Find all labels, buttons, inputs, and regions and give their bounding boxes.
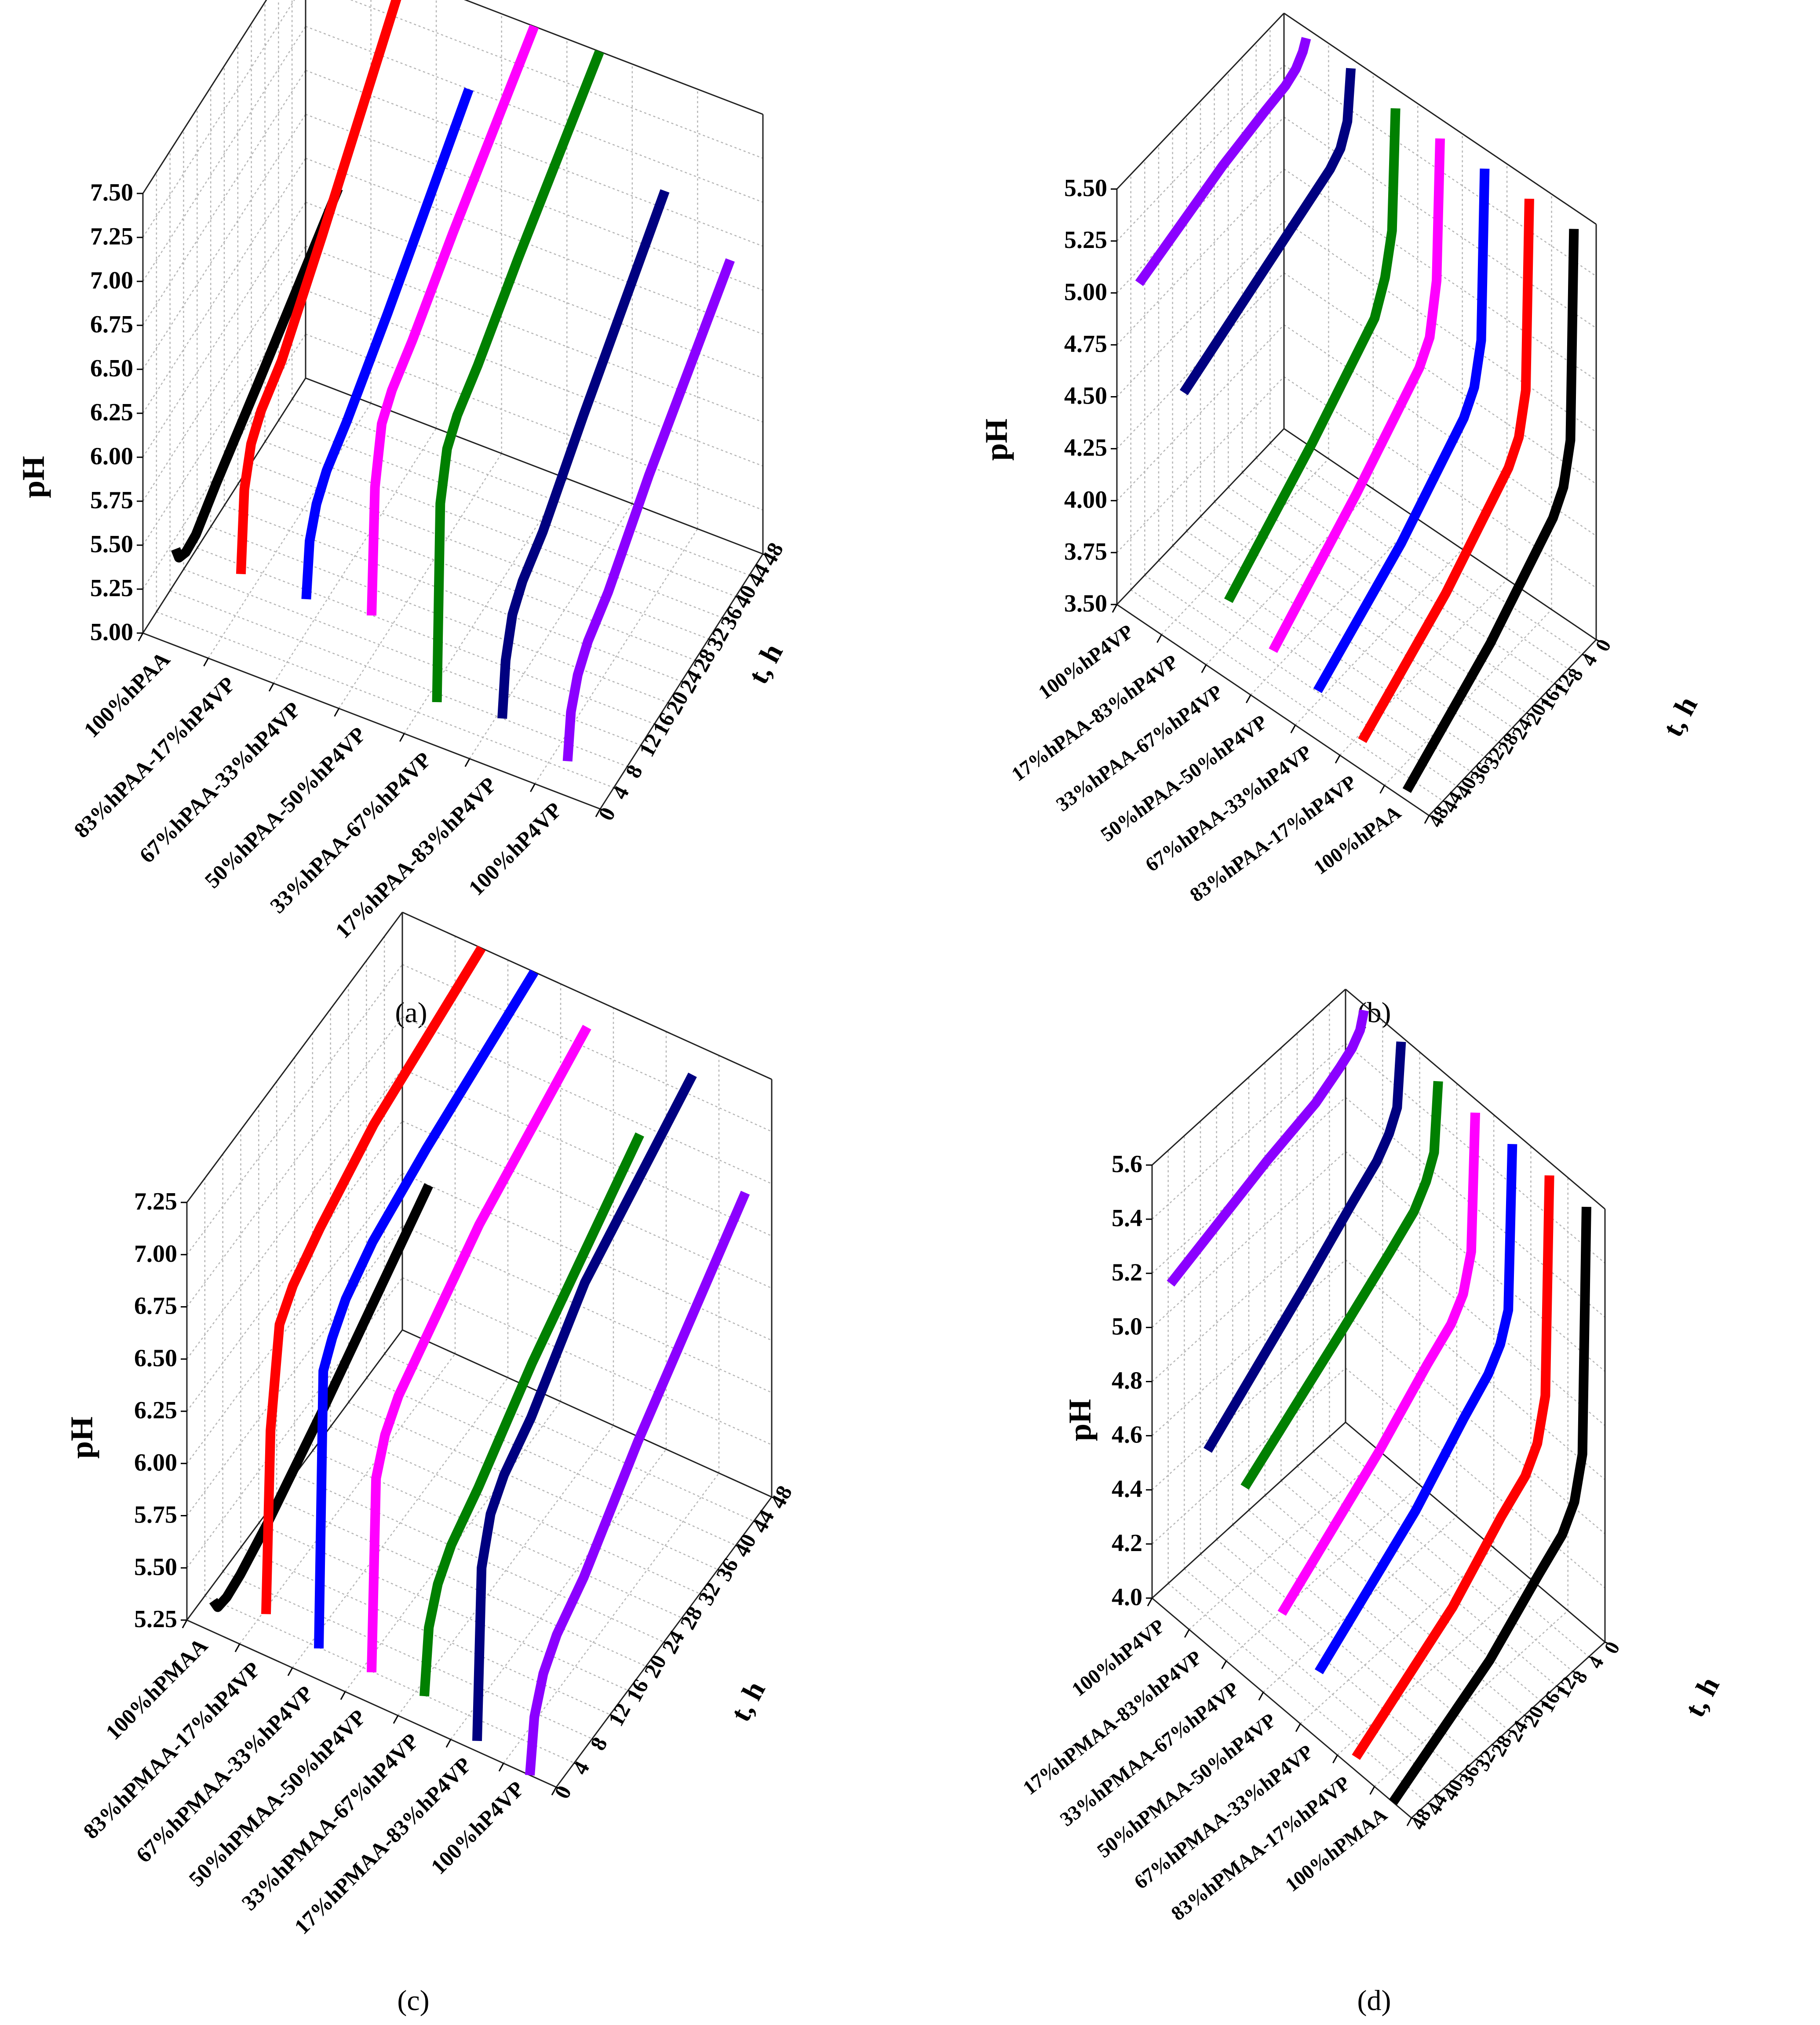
y-tick-label: 5.75 [134, 1501, 177, 1529]
box-outline [186, 911, 773, 1788]
series-line [1269, 138, 1445, 653]
series-line [1358, 198, 1534, 743]
series-line [562, 258, 735, 762]
series-line [432, 50, 604, 703]
y-tick-label: 5.6 [1112, 1151, 1142, 1178]
series-line [472, 1072, 697, 1741]
y-tick-label: 7.00 [90, 267, 133, 294]
series-line [1313, 168, 1490, 693]
y-tick-label: 7.25 [134, 1188, 177, 1215]
series-line [1167, 1009, 1369, 1287]
series-line [1277, 1112, 1480, 1616]
series-line [301, 87, 474, 600]
caption-d: (d) [1357, 1985, 1391, 2017]
y-tick-label: 5.75 [90, 487, 133, 514]
series-lines [209, 945, 750, 1776]
y-tick-label: 3.75 [1064, 538, 1107, 565]
y-axis-title: pH [64, 1417, 99, 1459]
y-tick-label: 4.2 [1112, 1530, 1142, 1557]
series-line [1203, 1041, 1406, 1453]
series-line [1314, 1144, 1517, 1675]
y-tick-label: 6.50 [134, 1344, 177, 1372]
y-tick-labels: 5.00 5.25 5.50 5.75 6.00 6.25 6.50 6.75 7.00 7.25… [90, 179, 143, 646]
y-tick-labels: 3.50 3.75 4.00 4.25 4.50 4.75 5.00 5.25 5.50 [1064, 175, 1117, 617]
series-lines [1135, 37, 1579, 793]
series-line [1224, 108, 1401, 603]
series-line [1352, 1175, 1554, 1760]
series-line [236, 0, 401, 575]
y-axis-title: pH [16, 456, 51, 498]
y-tick-labels: 4.0 4.2 4.4 4.6 4.8 5.0 5.2 5.4 5.6 [1112, 1151, 1152, 1611]
series-lines [171, 0, 735, 762]
y-tick-label: 5.4 [1112, 1205, 1142, 1232]
caption-a: (a) [395, 997, 427, 1029]
y-tick-label: 6.00 [90, 443, 133, 470]
series-line [1389, 1206, 1591, 1805]
series-lines [1167, 1009, 1591, 1805]
y-tick-label: 5.00 [90, 619, 133, 646]
series-line [1240, 1081, 1443, 1490]
series-line [419, 1132, 644, 1697]
y-tick-label: 4.4 [1112, 1475, 1142, 1503]
y-tick-label: 3.50 [1064, 590, 1107, 617]
y-tick-label: 4.00 [1064, 486, 1107, 514]
y-tick-label: 5.50 [90, 531, 133, 558]
y-tick-label: 4.50 [1064, 382, 1107, 410]
y-tick-label: 7.50 [90, 179, 133, 206]
y-tick-label: 6.75 [134, 1293, 177, 1320]
series-line [497, 189, 670, 719]
y-tick-label: 5.00 [1064, 278, 1107, 306]
y-tick-label: 5.0 [1112, 1313, 1142, 1340]
y-tick-label: 7.00 [134, 1240, 177, 1267]
y-axis-title: pH [1062, 1399, 1098, 1441]
y-tick-label: 4.6 [1112, 1421, 1142, 1449]
y-tick-label: 4.0 [1112, 1584, 1142, 1611]
y-tick-labels: 5.25 5.50 5.75 6.00 6.25 6.50 6.75 7.00 7.25 [134, 1188, 187, 1633]
chart-c: 5.255.505.756.006.256.506.757.007.25pH10… [64, 911, 797, 1939]
series-line [367, 1025, 591, 1673]
y-tick-label: 5.25 [90, 575, 133, 602]
y-tick-label: 7.25 [90, 223, 133, 250]
series-line [1135, 37, 1311, 286]
y-tick-label: 5.25 [134, 1606, 177, 1633]
series-line [1179, 68, 1356, 395]
y-tick-label: 4.8 [1112, 1367, 1142, 1395]
caption-c: (c) [397, 1985, 429, 2017]
y-tick-label: 6.00 [134, 1449, 177, 1476]
series-line [171, 186, 343, 563]
series-line [261, 945, 486, 1614]
y-tick-label: 6.25 [134, 1397, 177, 1424]
y-tick-label: 5.25 [1064, 226, 1107, 254]
series-line [367, 24, 539, 616]
y-tick-label: 5.50 [1064, 175, 1107, 202]
y-tick-label: 5.2 [1112, 1259, 1142, 1286]
series-line [1402, 229, 1579, 793]
y-tick-label: 6.75 [90, 311, 133, 338]
y-tick-label: 6.25 [90, 399, 133, 426]
y-tick-label: 4.75 [1064, 330, 1107, 357]
series-line [525, 1191, 750, 1776]
y-tick-label: 6.50 [90, 355, 133, 382]
y-tick-label: 5.50 [134, 1553, 177, 1581]
y-axis-title: pH [979, 419, 1014, 461]
y-tick-label: 4.25 [1064, 434, 1107, 462]
series-line [314, 969, 539, 1649]
